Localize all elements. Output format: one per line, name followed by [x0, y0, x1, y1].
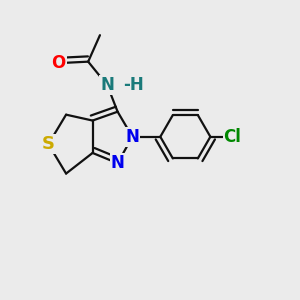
Text: N: N	[100, 76, 114, 94]
Text: N: N	[125, 128, 139, 146]
Text: N: N	[111, 154, 124, 172]
Text: Cl: Cl	[224, 128, 242, 146]
Text: -H: -H	[124, 76, 144, 94]
Text: S: S	[42, 135, 55, 153]
Text: O: O	[52, 54, 66, 72]
